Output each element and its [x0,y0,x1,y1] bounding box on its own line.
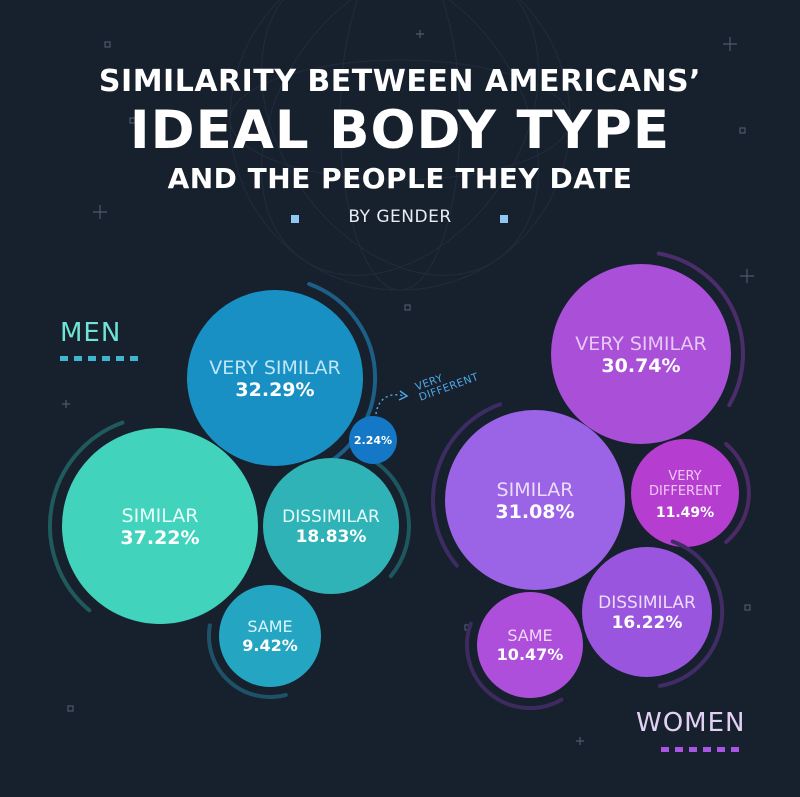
men-same-value: 9.42% [242,636,298,655]
women-dissimilar-bubble [582,547,712,677]
men-similar-orbit-arc [47,420,125,613]
women-similar-orbit-arc [431,402,503,568]
men-same-orbit-arc [207,623,288,699]
women-very-similar-orbit-arc [656,251,745,407]
annotation-pointer-arrowhead [398,390,409,401]
women-similar-value: 31.08% [495,501,574,523]
women-dissimilar-value: 16.22% [612,613,683,633]
women-very-similar-value: 30.74% [601,355,680,377]
men-same-label: SAME [247,617,292,636]
men-same-bubble [219,585,321,687]
women-same-bubble [477,592,583,698]
women-very-different-label-line-2: DIFFERENT [649,484,721,499]
women-same-label: SAME [507,626,552,645]
men-very-similar-bubble [187,290,363,466]
women-very-different-label-line-1: VERY [668,469,701,484]
women-same-value: 10.47% [497,645,564,664]
subtitle: BY GENDER [348,207,452,227]
men-group-label: MEN [60,318,122,348]
women-similar-bubble [445,410,625,590]
women-group-label: WOMEN [636,708,746,738]
women-very-similar-bubble [551,264,731,444]
title-line-1: SIMILARITY BETWEEN AMERICANS’ [98,64,702,99]
women-label-underline [661,747,739,752]
men-very-different-value: 2.24% [354,434,392,447]
title-line-3: AND THE PEOPLE THEY DATE [167,162,633,195]
women-same-orbit-arc [465,621,564,711]
annotation-pointer [375,394,405,415]
men-dissimilar-bubble [263,458,399,594]
men-dissimilar-value: 18.83% [296,527,367,547]
men-similar-bubble [62,428,258,624]
women-dissimilar-label: DISSIMILAR [598,593,696,613]
women-very-similar-label: VERY SIMILAR [575,333,707,355]
subtitle-bullet-right [500,215,508,223]
women-similar-label: SIMILAR [497,479,574,501]
title-line-2: IDEAL BODY TYPE [129,100,671,161]
men-similar-value: 37.22% [120,527,199,549]
women-very-different-orbit-arc [724,442,751,544]
men-dissimilar-orbit-arc [368,456,411,579]
women-very-different-value: 11.49% [656,505,714,521]
men-very-similar-orbit-arc [307,282,378,474]
men-similar-label: SIMILAR [122,505,199,527]
women-very-different-bubble [631,439,739,547]
men-dissimilar-label: DISSIMILAR [282,507,380,527]
men-very-similar-label: VERY SIMILAR [209,357,341,379]
men-very-different-bubble [349,416,397,464]
men-very-similar-value: 32.29% [235,379,314,401]
subtitle-bullet-left [291,215,299,223]
women-dissimilar-orbit-arc [658,539,725,688]
men-label-underline [60,356,138,361]
